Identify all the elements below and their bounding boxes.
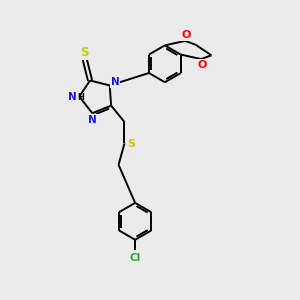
Text: H: H xyxy=(78,93,85,102)
Text: O: O xyxy=(182,30,191,40)
Text: S: S xyxy=(127,139,135,149)
Text: N: N xyxy=(88,115,97,125)
Text: S: S xyxy=(80,46,89,59)
Text: O: O xyxy=(198,60,207,70)
Text: N: N xyxy=(111,77,119,87)
Text: Cl: Cl xyxy=(130,253,141,263)
Text: N: N xyxy=(68,92,77,101)
